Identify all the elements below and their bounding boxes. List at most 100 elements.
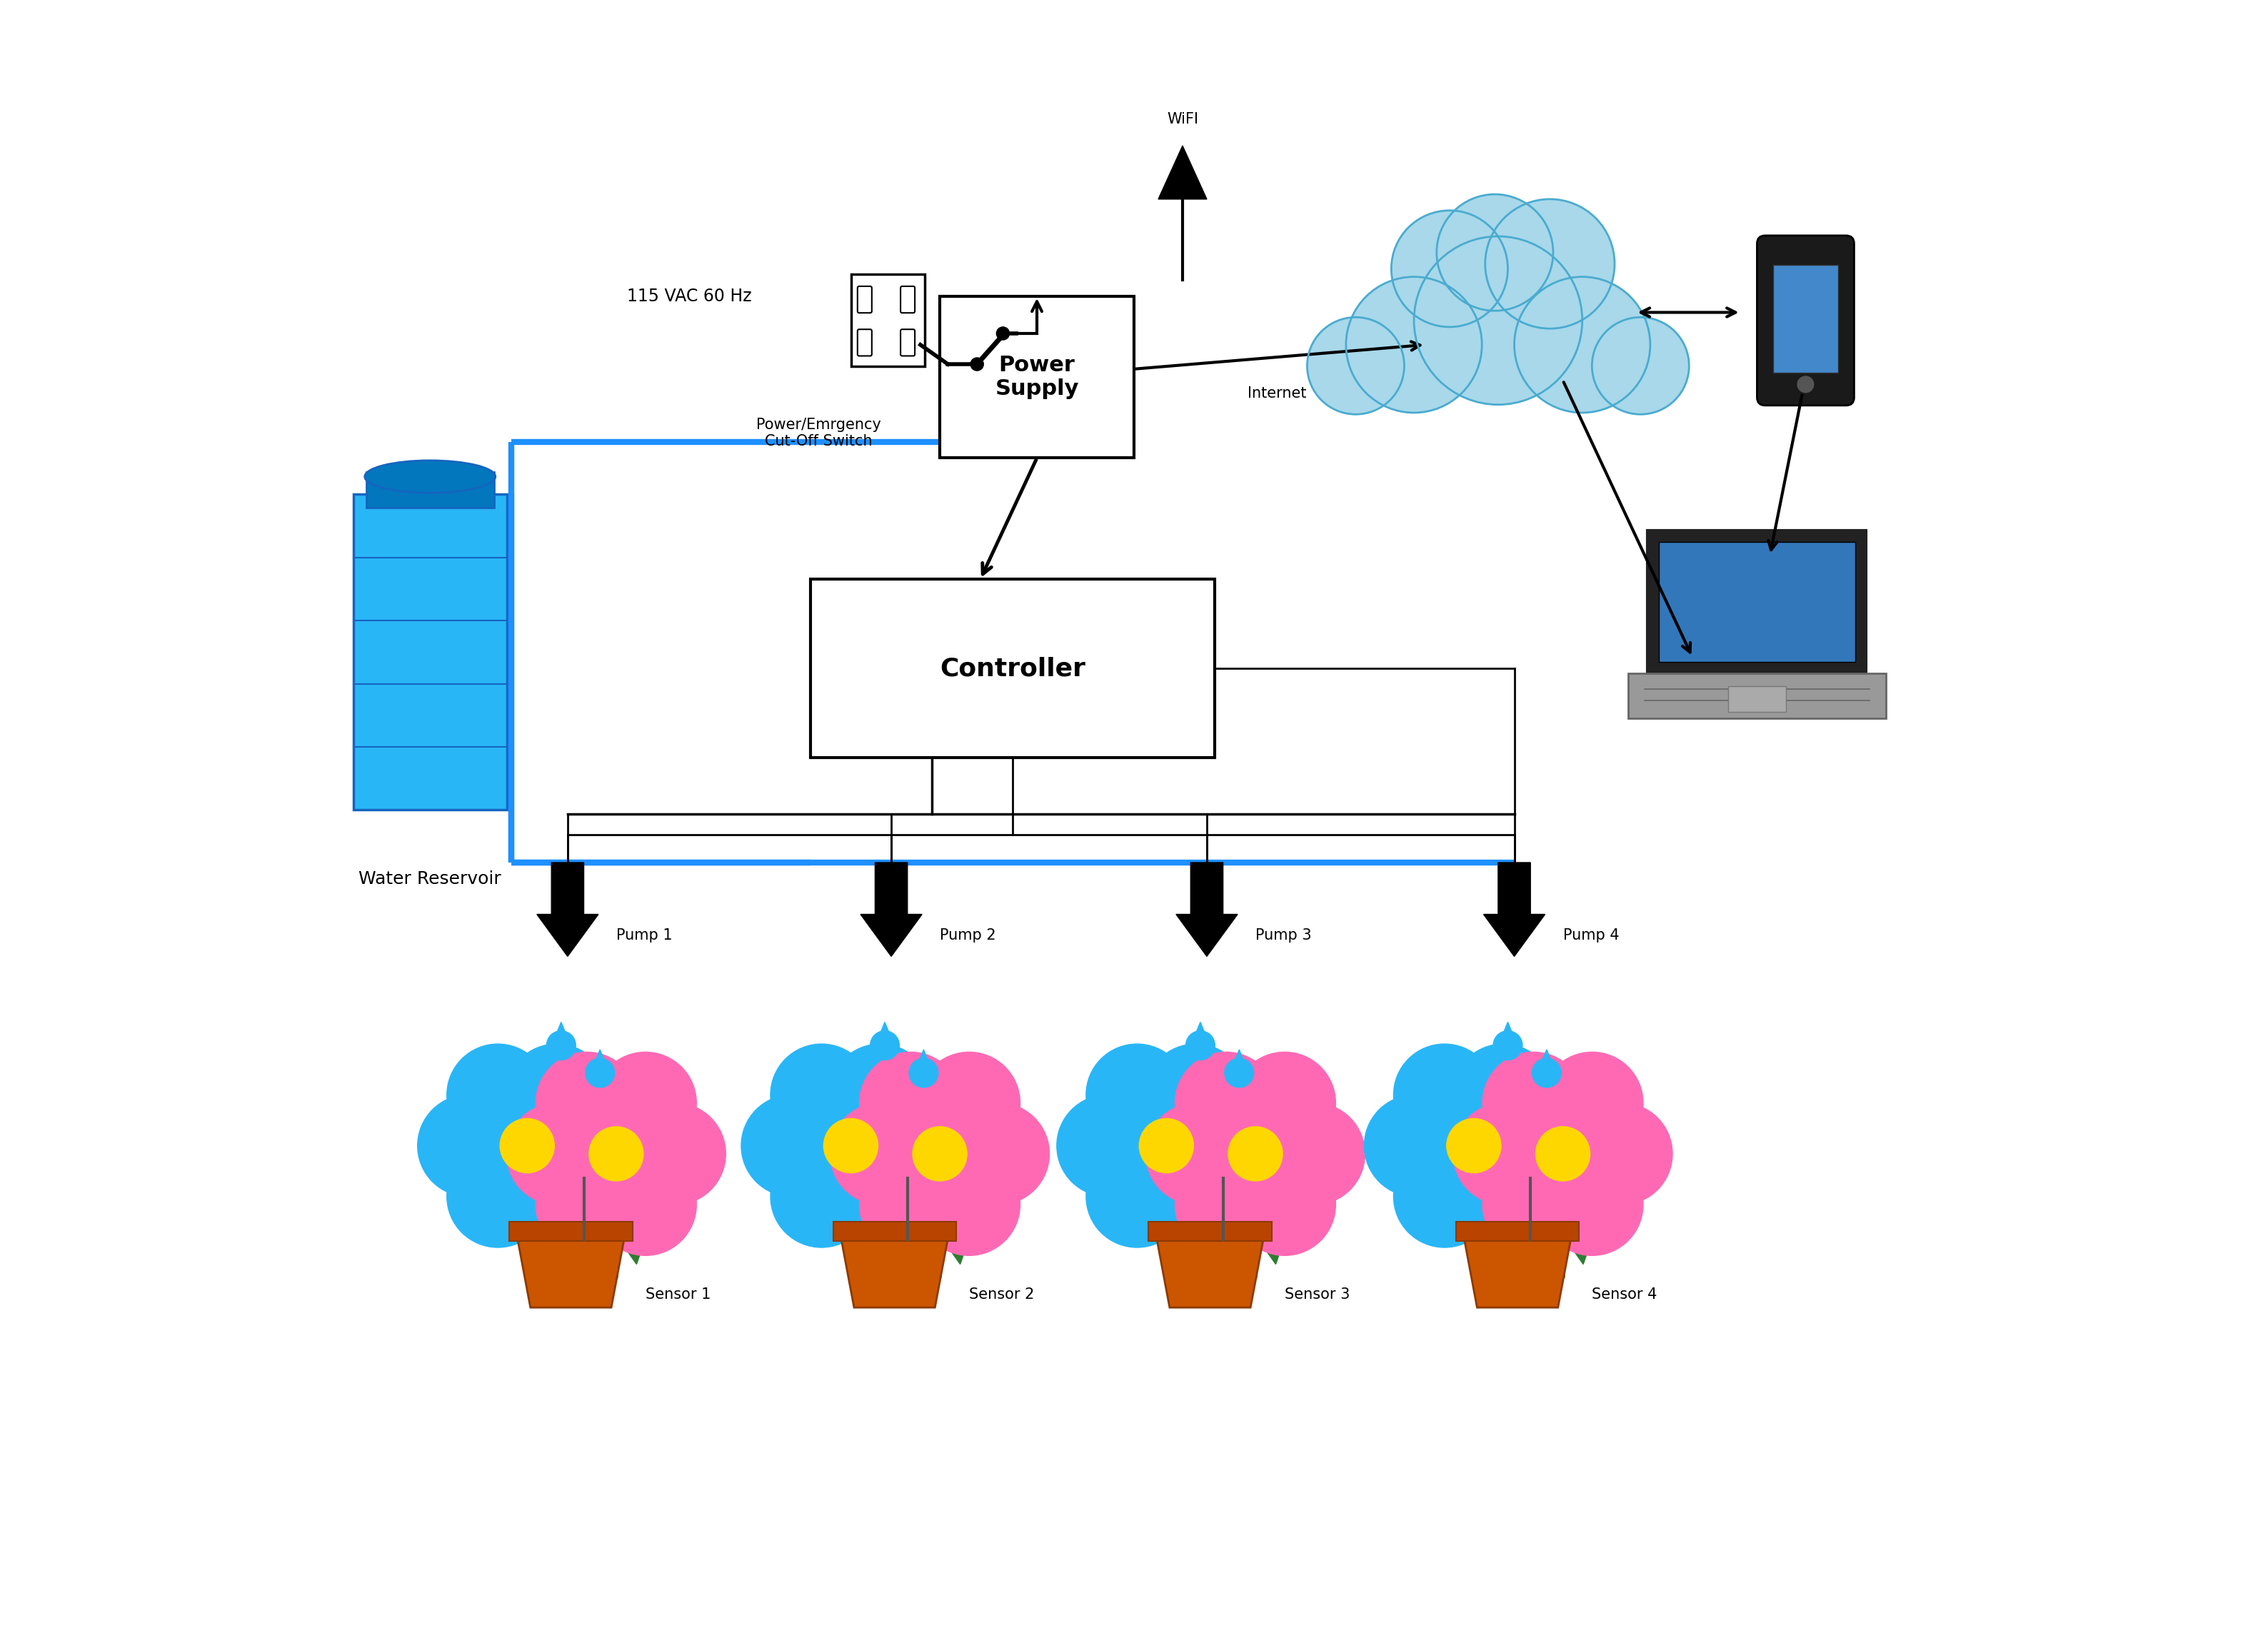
- Circle shape: [590, 1127, 644, 1180]
- Circle shape: [860, 1154, 962, 1255]
- Circle shape: [1234, 1052, 1336, 1154]
- FancyBboxPatch shape: [939, 296, 1134, 457]
- Circle shape: [1186, 1031, 1216, 1060]
- Text: Pump 4: Pump 4: [1563, 928, 1619, 943]
- FancyBboxPatch shape: [1628, 674, 1887, 718]
- Polygon shape: [1256, 1214, 1293, 1265]
- Text: Power/Emrgency
Cut-Off Switch: Power/Emrgency Cut-Off Switch: [755, 417, 880, 448]
- Circle shape: [1436, 194, 1554, 311]
- Circle shape: [1492, 1031, 1522, 1060]
- Circle shape: [1799, 376, 1814, 392]
- Circle shape: [909, 1058, 939, 1088]
- Circle shape: [1542, 1052, 1642, 1154]
- Polygon shape: [617, 1214, 653, 1265]
- FancyBboxPatch shape: [1456, 1221, 1579, 1241]
- Polygon shape: [1154, 1229, 1266, 1307]
- FancyBboxPatch shape: [832, 1221, 957, 1241]
- Polygon shape: [914, 1050, 932, 1073]
- Circle shape: [860, 1052, 962, 1154]
- Circle shape: [594, 1052, 696, 1154]
- Polygon shape: [1563, 1214, 1601, 1265]
- FancyArrow shape: [1177, 863, 1238, 956]
- Circle shape: [506, 1102, 608, 1205]
- Text: Pump 3: Pump 3: [1256, 928, 1311, 943]
- Text: Sensor 4: Sensor 4: [1592, 1288, 1658, 1302]
- FancyBboxPatch shape: [850, 275, 925, 366]
- Circle shape: [535, 1052, 637, 1154]
- FancyBboxPatch shape: [354, 495, 508, 811]
- Circle shape: [1057, 1094, 1159, 1197]
- Polygon shape: [551, 1022, 572, 1045]
- Circle shape: [1486, 199, 1615, 329]
- Polygon shape: [590, 1050, 610, 1073]
- Circle shape: [585, 1058, 615, 1088]
- Circle shape: [742, 1094, 844, 1197]
- Text: Controller: Controller: [939, 656, 1086, 681]
- Circle shape: [1483, 1052, 1585, 1154]
- Polygon shape: [1166, 1206, 1204, 1257]
- Polygon shape: [1499, 1022, 1517, 1045]
- Circle shape: [1145, 1146, 1247, 1247]
- Circle shape: [1175, 1154, 1277, 1255]
- Circle shape: [919, 1052, 1021, 1154]
- Polygon shape: [1229, 1050, 1250, 1073]
- FancyBboxPatch shape: [1649, 531, 1867, 674]
- Text: Pump 2: Pump 2: [939, 928, 996, 943]
- Circle shape: [1452, 1146, 1554, 1247]
- Circle shape: [1145, 1044, 1247, 1146]
- Circle shape: [771, 1044, 873, 1146]
- Circle shape: [971, 358, 984, 371]
- FancyArrow shape: [538, 863, 599, 956]
- FancyArrow shape: [860, 863, 923, 956]
- Circle shape: [1175, 1094, 1277, 1197]
- Circle shape: [860, 1094, 959, 1197]
- Circle shape: [1454, 1102, 1556, 1205]
- Circle shape: [594, 1154, 696, 1255]
- Circle shape: [1447, 1118, 1501, 1172]
- Circle shape: [506, 1146, 608, 1247]
- Circle shape: [1225, 1058, 1254, 1088]
- Circle shape: [1483, 1154, 1585, 1255]
- Circle shape: [1535, 1127, 1590, 1180]
- Circle shape: [1452, 1044, 1554, 1146]
- Polygon shape: [1191, 1022, 1209, 1045]
- Circle shape: [447, 1044, 549, 1146]
- Polygon shape: [1159, 147, 1207, 199]
- Text: Power
Supply: Power Supply: [996, 355, 1080, 399]
- FancyArrow shape: [1483, 863, 1545, 956]
- Polygon shape: [939, 1214, 978, 1265]
- Circle shape: [1569, 1102, 1672, 1205]
- Circle shape: [912, 1127, 966, 1180]
- Circle shape: [948, 1102, 1050, 1205]
- Circle shape: [996, 327, 1009, 340]
- Circle shape: [535, 1094, 637, 1197]
- Polygon shape: [526, 1206, 565, 1257]
- Circle shape: [1393, 1044, 1495, 1146]
- Circle shape: [1086, 1044, 1188, 1146]
- Circle shape: [823, 1118, 878, 1172]
- Circle shape: [771, 1146, 873, 1247]
- Text: Sensor 1: Sensor 1: [646, 1288, 710, 1302]
- Circle shape: [1542, 1154, 1642, 1255]
- Circle shape: [1393, 1146, 1495, 1247]
- Text: Sensor 2: Sensor 2: [968, 1288, 1034, 1302]
- Text: Sensor 3: Sensor 3: [1284, 1288, 1349, 1302]
- FancyBboxPatch shape: [1660, 542, 1855, 663]
- Circle shape: [447, 1146, 549, 1247]
- Circle shape: [919, 1154, 1021, 1255]
- Circle shape: [1263, 1102, 1365, 1205]
- Circle shape: [830, 1044, 932, 1146]
- Circle shape: [830, 1146, 932, 1247]
- FancyBboxPatch shape: [810, 580, 1216, 757]
- Circle shape: [1175, 1052, 1277, 1154]
- Polygon shape: [1463, 1229, 1572, 1307]
- Polygon shape: [1538, 1050, 1556, 1073]
- Polygon shape: [850, 1206, 889, 1257]
- Circle shape: [871, 1031, 900, 1060]
- FancyBboxPatch shape: [857, 287, 871, 313]
- Circle shape: [1306, 317, 1404, 415]
- Circle shape: [1086, 1146, 1188, 1247]
- FancyBboxPatch shape: [900, 329, 914, 357]
- Circle shape: [506, 1044, 608, 1146]
- Text: WiFI: WiFI: [1166, 112, 1198, 127]
